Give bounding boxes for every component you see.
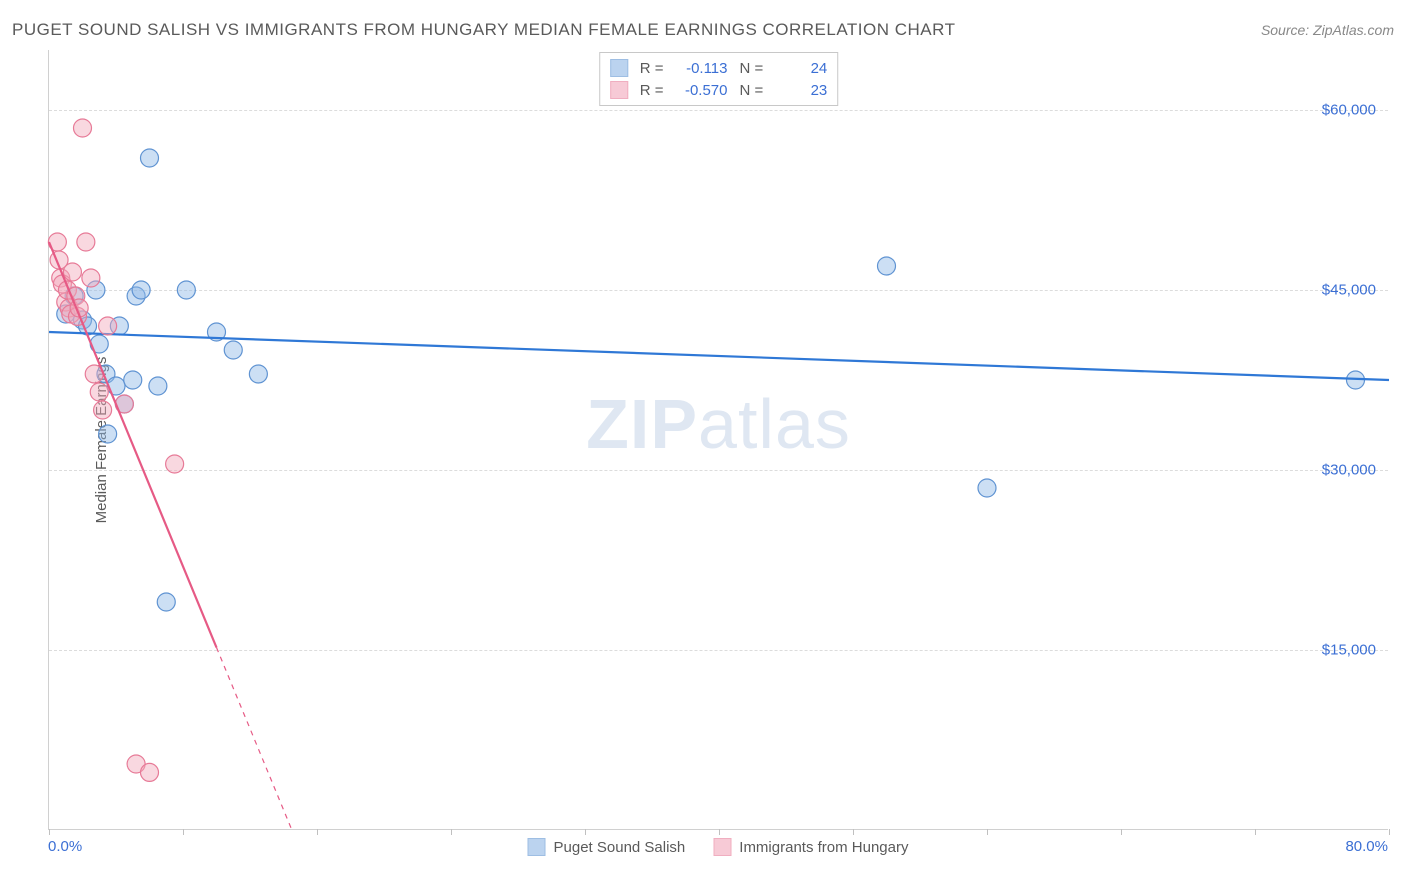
data-point	[132, 281, 150, 299]
data-point	[978, 479, 996, 497]
data-point	[124, 371, 142, 389]
x-tick	[1389, 829, 1390, 835]
data-point	[94, 401, 112, 419]
n-value: 23	[771, 82, 827, 99]
n-label: N =	[740, 82, 764, 99]
legend-swatch	[610, 81, 628, 99]
data-point	[77, 233, 95, 251]
n-value: 24	[771, 60, 827, 77]
legend-swatch	[610, 59, 628, 77]
regression-line-extrapolated	[217, 648, 292, 830]
chart-area: Median Female Earnings ZIPatlas $15,000$…	[48, 50, 1388, 830]
correlation-legend: R = -0.113 N = 24 R = -0.570 N = 23	[599, 52, 839, 106]
r-value: -0.113	[672, 60, 728, 77]
data-point	[878, 257, 896, 275]
data-point	[99, 425, 117, 443]
r-label: R =	[640, 60, 664, 77]
data-point	[157, 593, 175, 611]
plot-region: ZIPatlas $15,000$30,000$45,000$60,000 R …	[48, 50, 1388, 830]
x-min-label: 0.0%	[48, 838, 82, 855]
n-label: N =	[740, 60, 764, 77]
legend-item: Immigrants from Hungary	[713, 838, 908, 856]
legend-swatch	[713, 838, 731, 856]
data-point	[224, 341, 242, 359]
data-point	[99, 317, 117, 335]
source-label: Source: ZipAtlas.com	[1261, 22, 1394, 38]
legend-label: Puget Sound Salish	[554, 839, 686, 856]
legend-label: Immigrants from Hungary	[739, 839, 908, 856]
data-point	[141, 149, 159, 167]
correlation-legend-row: R = -0.570 N = 23	[610, 79, 828, 101]
x-axis-row: 0.0% Puget Sound Salish Immigrants from H…	[48, 838, 1388, 868]
data-point	[177, 281, 195, 299]
legend-swatch	[528, 838, 546, 856]
legend-item: Puget Sound Salish	[528, 838, 686, 856]
data-point	[63, 263, 81, 281]
data-point	[141, 763, 159, 781]
chart-title: PUGET SOUND SALISH VS IMMIGRANTS FROM HU…	[12, 20, 956, 40]
correlation-legend-row: R = -0.113 N = 24	[610, 57, 828, 79]
r-value: -0.570	[672, 82, 728, 99]
data-point	[249, 365, 267, 383]
scatter-svg	[49, 50, 1389, 830]
r-label: R =	[640, 82, 664, 99]
data-point	[107, 377, 125, 395]
data-point	[74, 119, 92, 137]
data-point	[149, 377, 167, 395]
series-legend: Puget Sound Salish Immigrants from Hungar…	[528, 838, 909, 856]
x-max-label: 80.0%	[1345, 838, 1388, 855]
data-point	[166, 455, 184, 473]
data-point	[82, 269, 100, 287]
data-point	[90, 383, 108, 401]
